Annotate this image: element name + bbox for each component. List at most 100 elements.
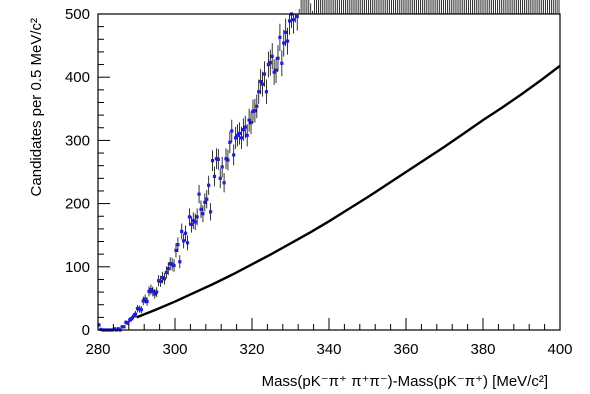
data-point	[282, 41, 286, 45]
data-point	[120, 325, 124, 329]
data-point	[124, 320, 128, 325]
data-point	[222, 181, 226, 185]
data-point	[234, 136, 238, 140]
data-point	[155, 290, 159, 294]
x-tick-label: 400	[547, 341, 572, 358]
x-tick-label: 360	[393, 341, 418, 358]
y-tick-label: 500	[65, 6, 90, 23]
data-point	[133, 312, 138, 316]
data-point	[197, 192, 201, 196]
data-point	[284, 30, 288, 34]
data-point	[135, 306, 140, 311]
data-point	[218, 176, 222, 180]
data-point	[253, 109, 257, 113]
data-point	[230, 129, 234, 133]
data-point	[157, 279, 161, 283]
data-point	[132, 314, 136, 318]
data-point	[128, 318, 132, 322]
data-point	[276, 56, 280, 60]
data-point	[287, 19, 292, 23]
data-point	[214, 157, 218, 161]
data-point	[168, 262, 172, 266]
data-point	[260, 82, 265, 86]
data-point	[251, 109, 255, 113]
data-point	[151, 289, 155, 294]
data-point	[228, 140, 232, 144]
data-point	[182, 239, 186, 243]
data-point	[247, 118, 251, 122]
data-point	[295, 14, 299, 19]
x-tick-labels: 280 300 320 340 360 380 400	[85, 341, 572, 358]
data-point	[160, 275, 165, 280]
data-point	[176, 243, 180, 247]
data-point	[212, 174, 217, 179]
data-point	[178, 260, 182, 264]
data-point	[185, 241, 190, 245]
data-point	[241, 128, 245, 132]
data-point	[141, 299, 145, 303]
data-point	[149, 287, 153, 292]
fit-curve	[136, 64, 561, 319]
data-point	[126, 321, 130, 325]
data-point	[137, 307, 141, 311]
data-point	[207, 183, 211, 187]
data-point	[153, 292, 157, 296]
data-point	[249, 121, 253, 125]
data-point	[226, 158, 230, 162]
x-tick-label: 280	[85, 341, 110, 358]
data-point	[243, 125, 247, 129]
data-point	[259, 80, 263, 84]
data-point	[164, 270, 168, 275]
data-point	[220, 165, 224, 169]
x-tick-label: 380	[470, 341, 495, 358]
data-point	[147, 289, 151, 294]
data-point	[280, 61, 284, 65]
data-point	[139, 308, 143, 312]
data-point	[195, 215, 199, 219]
x-axis-title: Mass(pK⁻π⁺ π⁺π⁻)-Mass(pK⁻π⁺) [MeV/c²]	[262, 373, 548, 390]
axis-ticks	[97, 13, 561, 331]
data-point	[199, 207, 203, 211]
y-tick-label: 100	[65, 259, 90, 276]
data-point	[183, 231, 188, 235]
data-point	[239, 136, 244, 140]
data-point	[245, 133, 249, 137]
data-point	[180, 229, 184, 234]
data-point	[189, 222, 193, 227]
y-tick-labels: 0 100 200 300 400 500	[65, 6, 90, 339]
data-point	[143, 297, 147, 301]
data-point	[112, 327, 116, 331]
x-tick-label: 340	[316, 341, 341, 358]
data-point	[272, 70, 276, 74]
data-point	[262, 72, 267, 76]
data-point	[162, 277, 167, 281]
data-point	[274, 68, 278, 72]
data-point	[116, 327, 120, 331]
data-point	[224, 157, 228, 161]
data-point	[266, 62, 270, 67]
y-tick-label: 400	[65, 69, 90, 86]
data-point	[193, 220, 197, 224]
data-point	[166, 267, 170, 271]
data-point	[205, 197, 209, 201]
y-tick-label: 300	[65, 132, 90, 149]
data-point	[170, 262, 174, 266]
data-point	[203, 200, 207, 204]
y-tick-label: 200	[65, 196, 90, 213]
data-point	[172, 263, 176, 268]
data-point	[130, 317, 134, 321]
data-point	[237, 131, 242, 136]
data-point	[232, 153, 236, 157]
data-point	[278, 35, 282, 39]
data-point	[216, 157, 220, 161]
data-point	[210, 159, 215, 163]
data-point	[255, 104, 259, 108]
data-point	[209, 210, 213, 214]
data-point	[286, 39, 290, 43]
data-point	[201, 212, 205, 216]
data-point	[235, 133, 240, 137]
data-point	[174, 248, 178, 252]
data-point	[257, 90, 261, 94]
x-tick-label: 320	[239, 341, 264, 358]
